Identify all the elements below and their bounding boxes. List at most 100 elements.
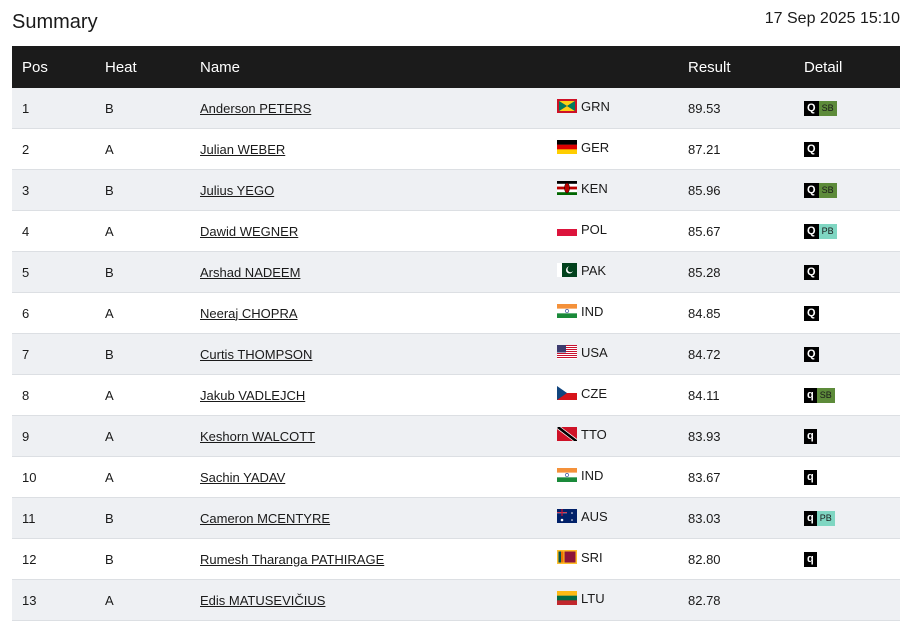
result: 85.28 [688,264,721,280]
athlete-link[interactable]: Sachin YADAV [200,469,286,485]
detail-cell: q PB [804,498,835,538]
athlete-link[interactable]: Dawid WEGNER [200,223,299,239]
heat: A [105,305,114,321]
country-code: IND [581,467,604,483]
country-code: USA [581,344,608,360]
header: Summary 17 Sep 2025 15:10 [12,8,900,38]
result: 85.96 [688,182,721,198]
detail-cell: q [804,416,817,456]
position: 2 [22,141,30,157]
country-code: PAK [581,262,607,278]
athlete-link[interactable]: Jakub VADLEJCH [200,387,306,403]
result: 82.78 [688,592,721,608]
qualification-badge: q [804,469,817,485]
flag [557,509,577,523]
detail-cell: Q SB [804,88,837,128]
result: 82.80 [688,551,721,567]
country-code: KEN [581,180,608,196]
detail-cell: q SB [804,375,835,415]
flag [557,591,577,605]
country-code: IND [581,303,604,319]
name-cell: Rumesh Tharanga PATHIRAGE [200,539,384,579]
flag [557,345,577,359]
athlete-link[interactable]: Anderson PETERS [200,100,312,116]
position: 4 [22,223,30,239]
result: 83.93 [688,428,721,444]
athlete-link[interactable]: Keshorn WALCOTT [200,428,316,444]
table-row: 13 A Edis MATUSEVIČIUS LTU 82.78 [12,580,900,621]
table-row: 5 B Arshad NADEEM PAK 85.28 Q [12,252,900,293]
detail-cell: Q [804,129,819,169]
country-cell: GRN [557,88,610,128]
athlete-link[interactable]: Edis MATUSEVIČIUS [200,592,326,608]
country-code: GRN [581,98,610,114]
qualification-badge: Q [804,100,819,116]
result: 87.21 [688,141,721,157]
athlete-link[interactable]: Neeraj CHOPRA [200,305,298,321]
heat: B [105,264,114,280]
flag [557,140,577,154]
flag [557,181,577,195]
flag [557,427,577,441]
athlete-link[interactable]: Arshad NADEEM [200,264,301,280]
qualification-badge: SB [818,100,837,116]
position: 1 [22,100,30,116]
table-row: 3 B Julius YEGO KEN 85.96 Q SB [12,170,900,211]
heat: A [105,592,114,608]
column-header: Pos [22,58,48,76]
athlete-link[interactable]: Cameron MCENTYRE [200,510,331,526]
table-row: 11 B Cameron MCENTYRE AUS 83.03 q PB [12,498,900,539]
position: 10 [22,469,37,485]
name-cell: Cameron MCENTYRE [200,498,330,538]
heat: B [105,551,114,567]
column-header: Name [200,58,241,76]
country-code: LTU [581,590,605,606]
qualification-badge: Q [804,346,819,362]
athlete-link[interactable]: Rumesh Tharanga PATHIRAGE [200,551,385,567]
result: 83.67 [688,469,721,485]
table-row: 8 A Jakub VADLEJCH CZE 84.11 q SB [12,375,900,416]
name-cell: Arshad NADEEM [200,252,300,292]
heat: A [105,141,114,157]
qualification-badge: q [804,387,817,403]
heat: A [105,223,114,239]
qualification-badge: Q [804,305,819,321]
result: 84.11 [688,387,720,403]
country-cell: PAK [557,252,606,292]
flag [557,550,577,564]
athlete-link[interactable]: Julius YEGO [200,182,275,198]
athlete-link[interactable]: Julian WEBER [200,141,286,157]
position: 6 [22,305,30,321]
column-header: Detail [804,58,843,76]
table-row: 9 A Keshorn WALCOTT TTO 83.93 q [12,416,900,457]
heat: B [105,100,114,116]
country-cell: AUS [557,498,608,538]
qualification-badge: Q [804,141,819,157]
country-code: CZE [581,385,607,401]
qualification-badge: PB [818,223,837,239]
table-row: 10 A Sachin YADAV IND 83.67 q [12,457,900,498]
position: 7 [22,346,30,362]
column-header: Result [688,58,731,76]
country-code: SRI [581,549,603,565]
position: 9 [22,428,30,444]
table-header: Pos Heat Name Result Detail [12,46,900,88]
country-cell: LTU [557,580,605,620]
detail-cell: Q [804,293,819,333]
detail-cell: Q [804,252,819,292]
flag [557,468,577,482]
result: 89.53 [688,100,721,116]
country-cell: TTO [557,416,607,456]
table-row: 12 B Rumesh Tharanga PATHIRAGE SRI 82.80 q [12,539,900,580]
country-code: GER [581,139,610,155]
flag [557,263,577,277]
qualification-badge: q [804,428,817,444]
name-cell: Keshorn WALCOTT [200,416,315,456]
name-cell: Julius YEGO [200,170,274,210]
table-row: 6 A Neeraj CHOPRA IND 84.85 Q [12,293,900,334]
country-code: TTO [581,426,607,442]
position: 12 [22,551,37,567]
athlete-link[interactable]: Curtis THOMPSON [200,346,313,362]
result: 83.03 [688,510,721,526]
